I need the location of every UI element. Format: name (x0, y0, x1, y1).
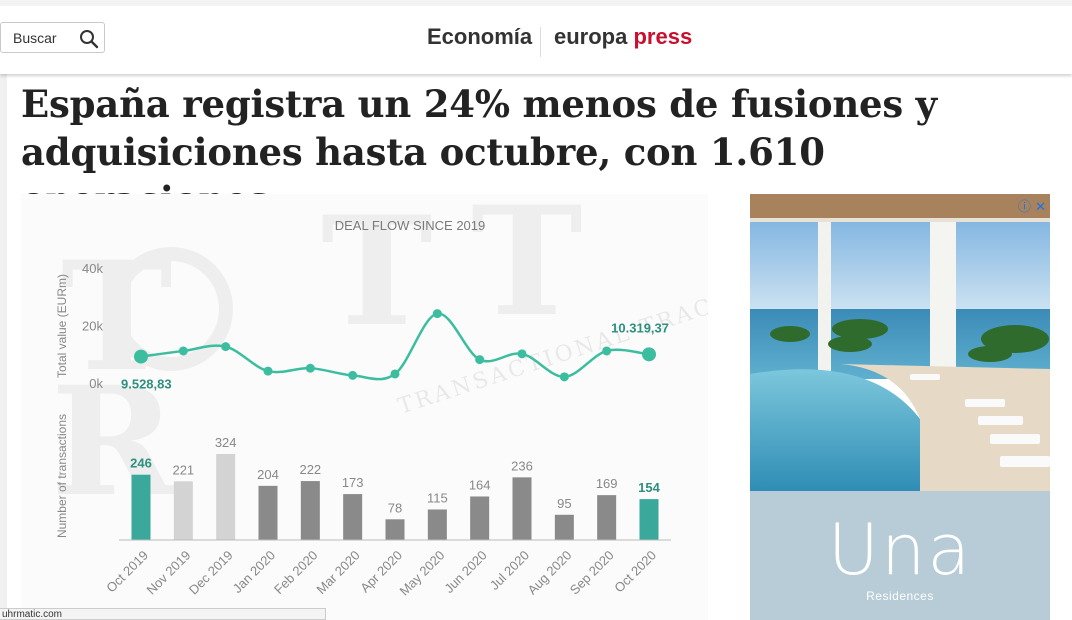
line-y-axis-label: Total value (EURm) (55, 274, 69, 378)
chart-title: DEAL FLOW SINCE 2019 (335, 218, 486, 233)
bar (258, 485, 278, 540)
line-point (178, 346, 188, 356)
bar (554, 514, 574, 540)
x-tick-label: Dec 2019 (186, 548, 236, 598)
y-tick-label: 0k (89, 376, 103, 391)
x-tick-label: Mar 2020 (313, 548, 362, 597)
bar-value-label: 95 (557, 496, 571, 511)
line-point (348, 370, 358, 380)
line-point (559, 372, 569, 382)
line-y-ticks: 40k 20k 0k (82, 261, 103, 391)
svg-text:T: T (61, 229, 173, 405)
bar-value-label: 324 (215, 435, 237, 450)
svg-text:R: R (51, 354, 177, 530)
x-tick-label: Oct 2020 (611, 548, 659, 596)
bar-value-label: 78 (388, 500, 402, 515)
line-point (390, 369, 400, 379)
x-tick-label: Jan 2020 (230, 548, 278, 596)
line-series: 9.528,83 10.319,37 (121, 309, 669, 392)
bar-value-label: 236 (511, 458, 533, 473)
bar (173, 481, 193, 540)
line-point (432, 309, 442, 319)
bar (639, 499, 659, 540)
bar (512, 477, 532, 540)
line-point (642, 347, 656, 362)
bar-y-axis-label: Number of transactions (55, 414, 69, 538)
bar-series: 246 221 324 204 222 173 78 115 164 236 95 169 154 (130, 435, 661, 540)
line-point (602, 346, 612, 356)
bar-value-label: 169 (596, 476, 618, 491)
chart-watermark: T T T R (51, 194, 583, 530)
ad-photo (750, 194, 1050, 491)
bar (470, 496, 490, 540)
bar-value-label: 221 (172, 462, 194, 477)
bar (385, 519, 405, 540)
line-point (134, 349, 148, 364)
bar (216, 454, 236, 540)
x-tick-label: Sep 2020 (567, 548, 617, 598)
x-tick-label: Aug 2020 (524, 548, 574, 598)
article-chart-image: T T T R TRANSACTIONAL TRACK RECORD DEAL … (21, 194, 708, 620)
bar (131, 474, 151, 540)
search-button[interactable]: Buscar (0, 22, 105, 53)
x-tick-label: Nov 2019 (143, 548, 193, 598)
page-gutter (0, 68, 7, 620)
y-tick-label: 20k (82, 319, 103, 334)
site-logo[interactable]: europa press (554, 24, 693, 49)
line-annotation-end: 10.319,37 (611, 320, 669, 335)
x-tick-label: Feb 2020 (271, 548, 320, 597)
advertisement[interactable]: ⓘ ✕ Una Residences (750, 194, 1050, 620)
line-point (263, 366, 273, 376)
search-icon (80, 30, 99, 49)
deal-flow-chart: T T T R TRANSACTIONAL TRACK RECORD DEAL … (51, 194, 708, 599)
ad-subtitle: Residences (866, 589, 934, 603)
line-point (305, 363, 315, 373)
section-title[interactable]: Economía (427, 24, 533, 49)
line-annotation-start: 9.528,83 (121, 377, 172, 392)
status-bar-url: uhrmatic.com (0, 608, 326, 620)
x-tick-label: May 2020 (396, 548, 447, 599)
bar-value-label: 204 (257, 467, 279, 482)
bar-value-label: 115 (427, 490, 448, 505)
ad-choices-icon[interactable]: ⓘ ✕ (1017, 200, 1046, 215)
bar-value-label: 246 (130, 456, 152, 471)
ad-brand: Una (827, 509, 973, 591)
svg-text:T: T (321, 194, 433, 360)
bar (300, 481, 320, 540)
line-point (475, 355, 485, 365)
bar-value-label: 173 (342, 475, 364, 490)
bar (597, 495, 617, 540)
ad-banner: Una Residences (750, 491, 1050, 620)
line-point (221, 342, 231, 352)
x-tick-label: Jun 2020 (441, 548, 489, 596)
search-label: Buscar (13, 30, 57, 46)
bar (343, 494, 363, 540)
bar-value-label: 154 (638, 480, 660, 495)
bar (427, 509, 447, 540)
y-tick-label: 40k (82, 261, 103, 276)
header-divider (540, 27, 541, 57)
bar-value-label: 222 (299, 462, 321, 477)
bar-value-label: 164 (469, 477, 491, 492)
svg-text:T: T (471, 194, 583, 350)
line-point (517, 349, 527, 359)
site-header: Buscar Economía europa press (0, 0, 1072, 74)
